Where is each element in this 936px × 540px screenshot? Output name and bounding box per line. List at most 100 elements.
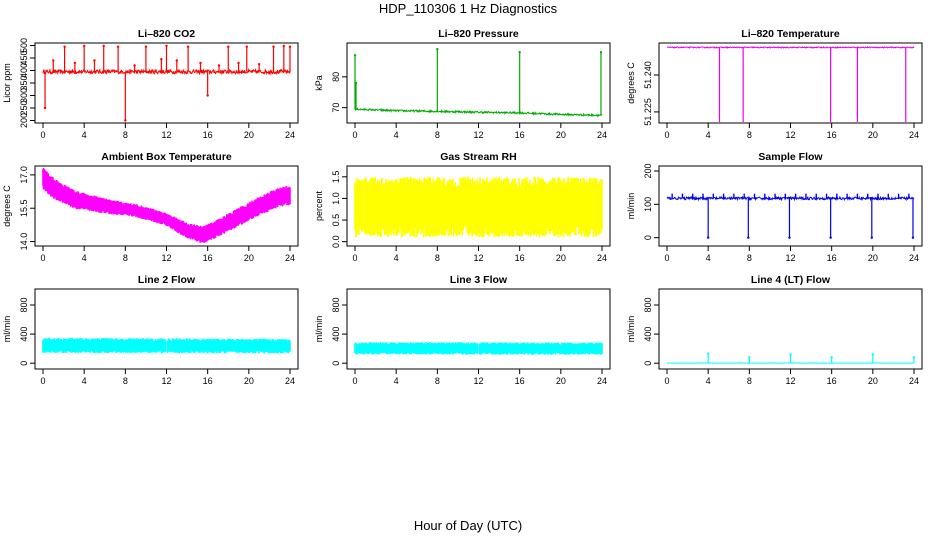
panel-6: Sample Flow 0 4 8 12 16 20 24 0 100 200 ml/min: [626, 151, 923, 263]
data-point: [272, 45, 275, 48]
data-point: [124, 119, 127, 122]
data-point: [282, 44, 286, 48]
y-tick-label: 15.5: [19, 199, 29, 217]
x-tick-label: 4: [706, 376, 711, 386]
panel-title: Line 3 Flow: [450, 274, 508, 286]
panel-7: Line 2 Flow 0 4 8 12 16 20 24 0 400 800 ml/min: [2, 274, 299, 386]
data-point: [288, 45, 292, 48]
data-point: [742, 121, 744, 122]
y-tick-label: 80: [331, 72, 341, 82]
plot-frame: [658, 42, 923, 124]
data-point: [830, 356, 833, 359]
y-axis-label: degrees C: [626, 62, 636, 104]
data-point: [199, 61, 202, 65]
data-point: [870, 236, 874, 239]
data-point: [856, 121, 859, 122]
panel-title: Li–820 Temperature: [741, 28, 840, 40]
panel-2: Li–820 Pressure 0 4 8 12 16 20 24 70 80 kPa: [314, 28, 611, 140]
data-point: [871, 353, 875, 356]
x-tick-label: 8: [747, 130, 752, 140]
y-tick-label: 350: [19, 75, 29, 90]
y-tick-label: 0: [331, 361, 341, 366]
panel-4: Ambient Box Temperature 0 4 8 12 16 20 24 14.0 15…: [2, 151, 299, 263]
x-tick-label: 12: [161, 376, 171, 386]
data-point: [133, 64, 136, 67]
data-point: [206, 94, 209, 97]
y-tick-label: 14.0: [19, 233, 29, 251]
x-tick-label: 24: [597, 130, 607, 140]
y-axis-label: percent: [314, 190, 324, 221]
y-axis-label: Licor ppm: [2, 63, 12, 103]
data-point: [227, 45, 230, 48]
data-point: [706, 352, 710, 355]
x-tick-label: 4: [82, 376, 87, 386]
data-point: [102, 44, 105, 48]
data-point: [911, 236, 915, 239]
x-tick-label: 20: [244, 130, 254, 140]
series-3: [666, 45, 915, 122]
x-tick-label: 4: [706, 253, 711, 263]
x-tick-label: 24: [597, 376, 607, 386]
data-point: [82, 44, 86, 48]
x-tick-label: 16: [203, 253, 213, 263]
x-tick-label: 12: [785, 253, 795, 263]
panel-title: Li–820 Pressure: [438, 28, 519, 40]
x-tick-label: 16: [515, 130, 525, 140]
data-point: [748, 356, 751, 359]
x-tick-label: 8: [435, 130, 440, 140]
panel-title: Ambient Box Temperature: [101, 151, 232, 163]
x-tick-label: 4: [82, 130, 87, 140]
y-tick-label: 400: [19, 327, 29, 342]
panel-title: Line 4 (LT) Flow: [751, 274, 831, 286]
y-axis-label: ml/min: [626, 316, 636, 343]
x-tick-label: 4: [706, 130, 711, 140]
x-tick-label: 12: [161, 130, 171, 140]
x-tick-label: 16: [515, 253, 525, 263]
data-point: [73, 61, 77, 65]
y-tick-label: 17.0: [19, 166, 29, 184]
panel-title: Li–820 CO2: [138, 28, 195, 40]
x-tick-label: 20: [244, 376, 254, 386]
x-tick-label: 12: [785, 376, 795, 386]
x-tick-label: 4: [394, 253, 399, 263]
data-point: [706, 236, 710, 239]
y-tick-label: 200: [19, 113, 29, 128]
data-point: [144, 45, 148, 48]
x-tick-label: 16: [203, 130, 213, 140]
x-tick-label: 24: [285, 376, 295, 386]
data-point: [747, 236, 750, 239]
series-1: [42, 44, 292, 122]
data-point: [905, 121, 907, 122]
data-point: [165, 44, 168, 48]
x-tick-label: 12: [473, 130, 483, 140]
x-tick-label: 12: [473, 376, 483, 386]
x-tick-label: 0: [352, 130, 357, 140]
x-tick-label: 20: [868, 253, 878, 263]
x-tick-label: 20: [244, 253, 254, 263]
data-band: [354, 176, 603, 238]
y-tick-label: 400: [331, 327, 341, 342]
figure-title: HDP_110306 1 Hz Diagnostics: [378, 1, 558, 16]
data-point: [116, 45, 120, 48]
x-tick-label: 8: [435, 376, 440, 386]
data-line: [666, 195, 915, 202]
x-tick-label: 24: [285, 253, 295, 263]
panel-3: Li–820 Temperature 0 4 8 12 16 20 24 51.225 51.24…: [626, 28, 923, 140]
x-tick-label: 0: [664, 130, 669, 140]
y-tick-label: 0: [19, 361, 29, 366]
data-band: [42, 167, 291, 243]
panel-8: Line 3 Flow 0 4 8 12 16 20 24 0 400 800 ml/min: [314, 274, 611, 386]
data-point: [829, 121, 832, 122]
data-point: [718, 121, 721, 122]
y-tick-label: 500: [19, 38, 29, 53]
x-tick-label: 8: [123, 376, 128, 386]
data-point: [353, 54, 357, 57]
x-tick-label: 20: [868, 130, 878, 140]
y-tick-label: 1.5: [331, 171, 341, 184]
y-tick-label: 0: [643, 235, 653, 240]
x-tick-label: 0: [40, 130, 45, 140]
x-tick-label: 8: [123, 253, 128, 263]
x-tick-label: 0: [40, 253, 45, 263]
x-tick-label: 0: [352, 253, 357, 263]
